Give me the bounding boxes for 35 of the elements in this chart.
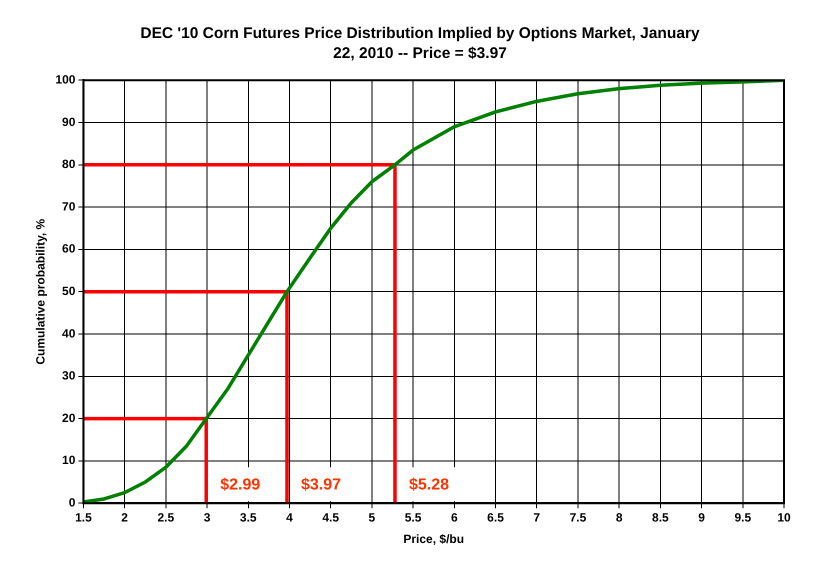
y-axis-title: Cumulative probability, % bbox=[34, 218, 48, 365]
y-tick-label: 100 bbox=[55, 72, 76, 87]
y-tick-label: 70 bbox=[62, 199, 76, 214]
y-tick-label: 80 bbox=[62, 157, 76, 172]
x-axis-title: Price, $/bu bbox=[403, 532, 464, 546]
y-tick-label: 0 bbox=[68, 496, 76, 510]
x-tick-label: 8 bbox=[616, 510, 623, 525]
y-tick-label: 50 bbox=[62, 284, 76, 298]
x-tick-label: 1.5 bbox=[75, 510, 92, 525]
annotation: $3.97 bbox=[301, 476, 342, 494]
x-tick-label: 4.5 bbox=[322, 510, 340, 525]
x-tick-label: 4 bbox=[286, 510, 294, 525]
y-tick-label: 90 bbox=[62, 114, 76, 129]
x-tick-label: 3 bbox=[204, 510, 211, 525]
x-tick-label: 6 bbox=[450, 510, 458, 525]
x-tick-label: 5 bbox=[368, 510, 376, 525]
y-tick-label: 30 bbox=[62, 368, 76, 383]
y-tick-label: 60 bbox=[62, 242, 76, 256]
annotation: $5.28 bbox=[408, 476, 450, 494]
x-tick-label: 6.5 bbox=[487, 510, 504, 525]
chart-title: DEC '10 Corn Futures Price Distribution Implied by Options Market, January 22, 2010 -- Price = $3.97 bbox=[139, 24, 701, 64]
y-tick-label: 10 bbox=[62, 453, 76, 468]
x-tick-label: 10 bbox=[777, 510, 791, 525]
y-tick-label: 40 bbox=[62, 326, 76, 340]
x-tick-label: 3.5 bbox=[240, 510, 257, 525]
y-tick-label: 20 bbox=[62, 410, 76, 425]
x-tick-label: 2 bbox=[121, 510, 128, 525]
x-tick-label: 7.5 bbox=[570, 510, 587, 525]
x-tick-label: 7 bbox=[533, 510, 540, 525]
x-tick-label: 2.5 bbox=[158, 510, 175, 525]
annotation: $2.99 bbox=[220, 476, 260, 494]
x-tick-label: 5.5 bbox=[404, 510, 422, 525]
x-tick-label: 9 bbox=[698, 510, 706, 525]
x-tick-label: 9.5 bbox=[734, 510, 752, 525]
x-tick-label: 8.5 bbox=[652, 510, 670, 525]
